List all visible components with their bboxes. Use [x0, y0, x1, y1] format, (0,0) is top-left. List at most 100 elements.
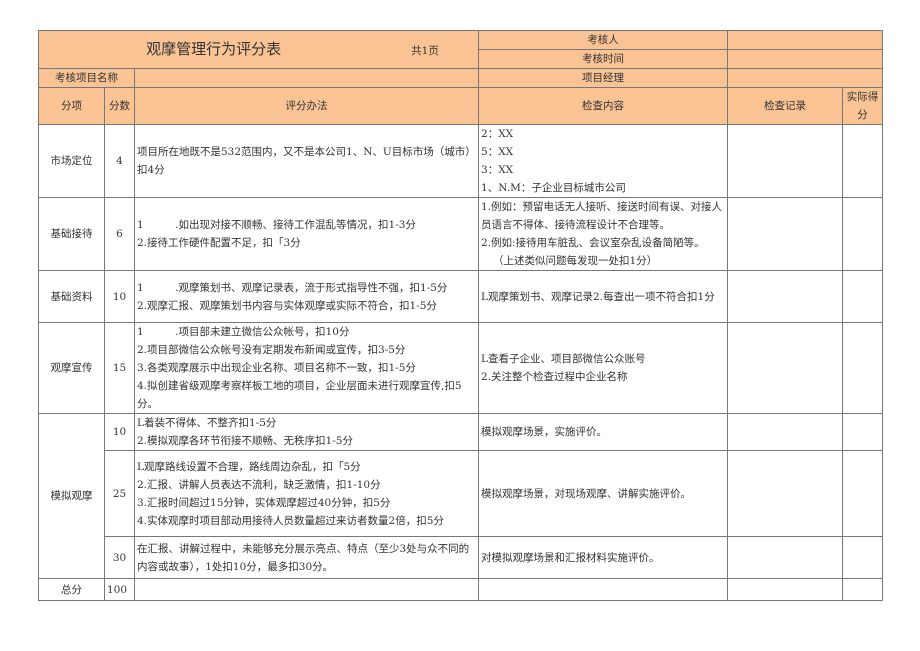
total-label: 总分	[38, 578, 105, 601]
total-score: 100	[104, 578, 135, 601]
content-line: 模拟观摩场景，实施评价。	[481, 426, 608, 438]
form-title: 观摩管理行为评分表	[146, 39, 282, 58]
table-row: 市场定位 4 项目所在地既不是532范围内，又不是本公司1、N、U目标市场（城市）扣…	[38, 124, 884, 198]
row-score: 6	[104, 197, 135, 271]
table-row: 基础接待 6 1 .如出现对接不顺畅、接待工作混乱等情况，扣1-3分 2.接待工作硬件…	[38, 197, 884, 271]
row-content: 2：XX 5：XX 3：XX 1、N.M：子企业目标城市公司	[478, 124, 729, 198]
content-line: 对模拟观摩场景和汇报材料实施评价。	[481, 551, 660, 564]
content-line: 2.例如:接待用车脏乱、会议室杂乱设备简陋等。	[481, 237, 705, 249]
row-content: 1.例如：预留电话无人接听、接送时间有误、对接人员语言不得体、接待流程设计不合理…	[478, 197, 729, 271]
row-item: 观摩宣传	[38, 322, 105, 414]
row-item: 市场定位	[38, 124, 105, 198]
col-item: 分项	[38, 87, 105, 125]
row-actual[interactable]	[842, 270, 884, 323]
row-actual[interactable]	[842, 322, 884, 414]
method-line: 2.接待工作硬件配置不足，扣「3分	[137, 237, 301, 249]
method-line: 3.各类观摩展示中出现企业名称、项目名称不一致，扣1-5分	[137, 362, 416, 374]
content-line: 2：XX	[481, 128, 514, 140]
reviewer-label: 考核人	[478, 30, 729, 50]
method-line: 在汇报、讲解过程中，未能够充分展示亮点、特点（至少3处与众不同的内容或故事），1…	[137, 542, 470, 573]
col-record: 检查记录	[727, 87, 844, 125]
method-line: 2.观摩汇报、观摩策划书内容与实体观摩或实际不符合，扣1-5分	[137, 299, 437, 312]
method-line: L观摩路线设置不合理，路线周边杂乱，扣「5分	[137, 460, 361, 473]
form-title-cell: 观摩管理行为评分表 共1页	[37, 30, 480, 69]
row-record[interactable]	[727, 270, 844, 323]
method-line: 3.汇报时间超过15分钟，实体观摩超过40分钟，扣5分	[137, 496, 391, 509]
row-score: 10	[104, 270, 135, 323]
row-record[interactable]	[727, 197, 844, 271]
row-content: 模拟观摩场景，实施评价。	[478, 413, 729, 451]
row-score: 30	[104, 536, 135, 579]
row-actual[interactable]	[842, 413, 884, 451]
row-record[interactable]	[727, 413, 844, 451]
content-line: 5：XX	[481, 146, 514, 158]
total-method	[133, 578, 480, 601]
method-line: 4.拟创建省级观摩考察样板工地的项目，企业层面未进行观摩宣传,扣5分。	[137, 380, 462, 410]
row-actual[interactable]	[842, 124, 884, 198]
method-line: 1 .观摩策划书、观摩记录表，流于形式指导性不强，扣1-5分	[137, 281, 448, 294]
page-count: 共1页	[411, 44, 439, 57]
row-actual[interactable]	[842, 450, 884, 537]
row-content: 对模拟观摩场景和汇报材料实施评价。	[478, 536, 729, 579]
content-line: 3：XX	[481, 164, 514, 176]
content-line: 2.关注整个检查过程中企业名称	[481, 371, 628, 383]
table-row: 模拟观摩 10 L着装不得体、不整齐扣1-5分 2.模拟观摩各环节衔接不顺畅、无秩序扣…	[38, 413, 884, 579]
row-score: 10	[104, 413, 135, 451]
table-row: 25 L观摩路线设置不合理，路线周边杂乱，扣「5分 2.汇报、讲解人员表达不流利，缺…	[39, 450, 884, 537]
reviewer-value[interactable]	[727, 30, 884, 50]
row-method: 在汇报、讲解过程中，未能够充分展示亮点、特点（至少3处与众不同的内容或故事），1…	[133, 536, 480, 579]
project-manager-label: 项目经理	[478, 68, 729, 88]
content-line: L查看子企业、项目部微信公众账号	[481, 353, 646, 365]
row-method: L着装不得体、不整齐扣1-5分 2.模拟观摩各环节衔接不顺畅、无秩序扣1-5分	[133, 413, 480, 451]
method-line: 2.汇报、讲解人员表达不流利，缺乏激情，扣1-10分	[137, 478, 381, 491]
content-line: L观摩策划书、观摩记录2.每查出一项不符合扣1分	[481, 290, 715, 303]
row-content: 模拟观摩场景，对现场观摩、讲解实施评价。	[478, 450, 729, 537]
row-score: 15	[104, 322, 135, 414]
content-line: （上述类似问题每发现一处扣1分）	[493, 255, 658, 267]
content-line: 1、N.M：子企业目标城市公司	[481, 182, 626, 194]
col-method: 评分办法	[133, 87, 480, 125]
row-actual[interactable]	[842, 197, 884, 271]
row-item: 基础资料	[38, 270, 105, 323]
method-line: 4.实体观摩时项目部动用接待人员数量超过来访者数量2倍，扣5分	[137, 514, 444, 527]
row-method: L观摩路线设置不合理，路线周边杂乱，扣「5分 2.汇报、讲解人员表达不流利，缺乏激…	[133, 450, 480, 537]
row-method: 1 .观摩策划书、观摩记录表，流于形式指导性不强，扣1-5分 2.观摩汇报、观摩策…	[133, 270, 480, 323]
total-record[interactable]	[727, 578, 844, 601]
method-line: 2.项目部微信公众帐号没有定期发布新闻或宣传，扣3-5分	[137, 344, 406, 356]
row-item: 基础接待	[38, 197, 105, 271]
col-content: 检查内容	[478, 87, 729, 125]
col-actual: 实际得分	[842, 87, 884, 125]
row-actual[interactable]	[842, 536, 884, 579]
score-table: 观摩管理行为评分表 共1页 考核人 考核时间 考核项目名称 项目经理 分项 分数 …	[37, 30, 884, 601]
row-method: 项目所在地既不是532范围内，又不是本公司1、N、U目标市场（城市）扣4分	[133, 124, 480, 198]
row-record[interactable]	[727, 124, 844, 198]
method-line: 1 .如出现对接不顺畅、接待工作混乱等情况，扣1-3分	[137, 219, 416, 231]
content-line: 1.例如：预留电话无人接听、接送时间有误、对接人员语言不得体、接待流程设计不合理…	[481, 201, 723, 231]
project-manager-value[interactable]	[727, 68, 884, 88]
col-score: 分数	[104, 87, 135, 125]
row-content: L查看子企业、项目部微信公众账号 2.关注整个检查过程中企业名称	[478, 322, 729, 414]
row-item: 模拟观摩	[38, 413, 105, 579]
table-row: 30 在汇报、讲解过程中，未能够充分展示亮点、特点（至少3处与众不同的内容或故事）…	[39, 536, 884, 579]
row-record[interactable]	[727, 536, 844, 579]
review-time-value[interactable]	[727, 49, 884, 69]
total-actual[interactable]	[842, 578, 884, 601]
method-line: 项目所在地既不是532范围内，又不是本公司1、N、U目标市场（城市）扣4分	[137, 146, 476, 176]
table-row: 观摩宣传 15 1 .项目部未建立微信公众帐号，扣10分 2.项目部微信公众帐号没有定…	[38, 322, 884, 414]
row-method: 1 .项目部未建立微信公众帐号，扣10分 2.项目部微信公众帐号没有定期发布新闻或…	[133, 322, 480, 414]
project-name-label: 考核项目名称	[38, 68, 135, 88]
row-score: 25	[104, 450, 135, 537]
method-line: L着装不得体、不整齐扣1-5分	[137, 417, 277, 429]
row-record[interactable]	[727, 450, 844, 537]
review-time-label: 考核时间	[478, 49, 729, 69]
total-content	[478, 578, 729, 601]
row-score: 4	[104, 124, 135, 198]
row-content: L观摩策划书、观摩记录2.每查出一项不符合扣1分	[478, 270, 729, 323]
project-name-value[interactable]	[133, 68, 480, 88]
table-row: 基础资料 10 1 .观摩策划书、观摩记录表，流于形式指导性不强，扣1-5分 2.观摩…	[38, 270, 884, 323]
row-record[interactable]	[727, 322, 844, 414]
method-line: 2.模拟观摩各环节衔接不顺畅、无秩序扣1-5分	[137, 435, 353, 447]
row-method: 1 .如出现对接不顺畅、接待工作混乱等情况，扣1-3分 2.接待工作硬件配置不足，…	[133, 197, 480, 271]
method-line: 1 .项目部未建立微信公众帐号，扣10分	[137, 326, 350, 338]
content-line: 模拟观摩场景，对现场观摩、讲解实施评价。	[481, 487, 692, 500]
